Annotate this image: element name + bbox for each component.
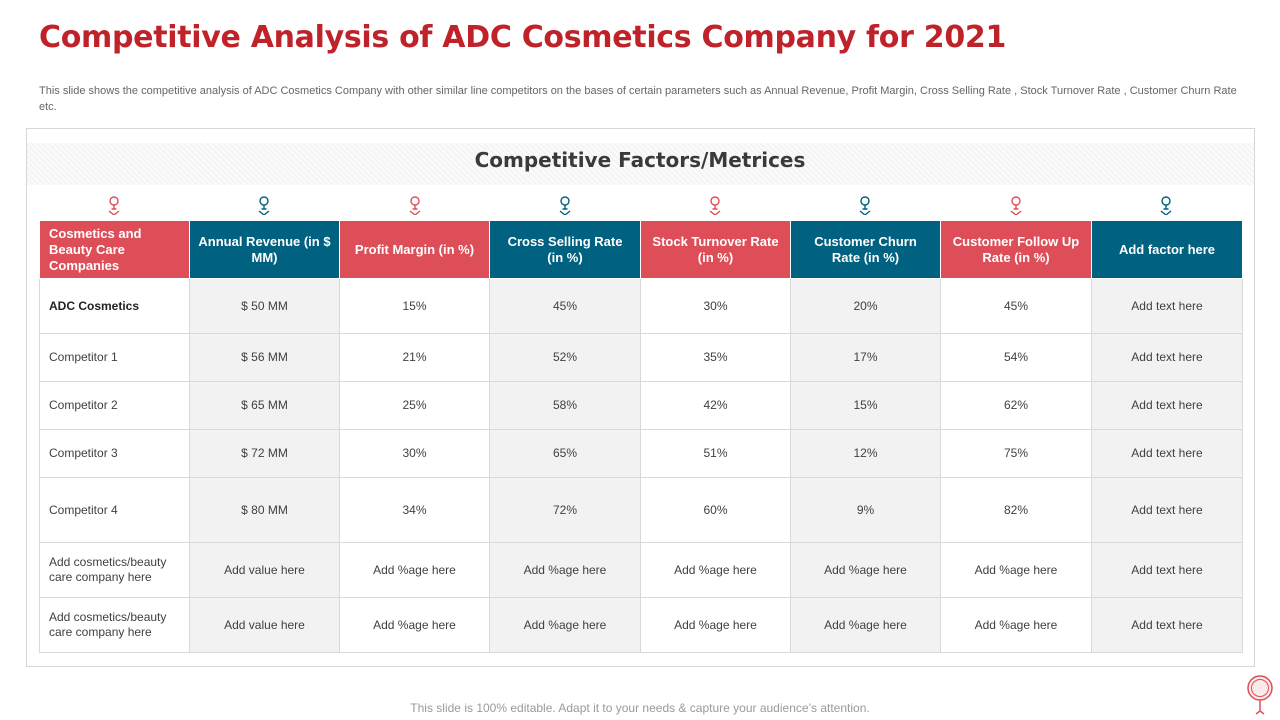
column-header: Add factor here [1091,220,1243,279]
column-header: Profit Margin (in %) [339,220,490,279]
table-cell: Add text here [1091,278,1243,334]
table-cell: Add text here [1091,381,1243,430]
table-cell: 51% [640,429,791,478]
table-cell: 20% [790,278,941,334]
table-cell: $ 50 MM [189,278,340,334]
table-cell: Add %age here [940,597,1092,653]
marker-female-icon [490,195,640,219]
table-cell: 65% [489,429,641,478]
table-cell: 82% [940,477,1092,543]
table-cell: Add %age here [640,542,791,598]
footer-note: This slide is 100% editable. Adapt it to… [410,701,870,715]
table-cell: 30% [640,278,791,334]
table-cell: 25% [339,381,490,430]
column-header: Stock Turnover Rate (in %) [640,220,791,279]
table-row: Competitor 3 $ 72 MM 30% 65% 51% 12% 75%… [39,429,1243,478]
column-header: Annual Revenue (in $ MM) [189,220,340,279]
table-cell: Add %age here [940,542,1092,598]
table-cell: 62% [940,381,1092,430]
table-cell: 17% [790,333,941,382]
table-cell: Competitor 2 [39,381,190,430]
table-cell: 58% [489,381,641,430]
marker-female-icon [340,195,490,219]
table-cell: Competitor 3 [39,429,190,478]
table-header-row: Cosmetics and Beauty Care Companies Annu… [39,220,1243,279]
column-markers [39,195,1241,219]
table-cell: $ 65 MM [189,381,340,430]
table-cell: Add %age here [790,542,941,598]
table-cell: Add %age here [640,597,791,653]
table-cell: Add value here [189,542,340,598]
table-cell: 12% [790,429,941,478]
marker-female-icon [941,195,1091,219]
table-cell: 72% [489,477,641,543]
column-header: Cross Selling Rate (in %) [489,220,641,279]
table-cell: ADC Cosmetics [39,278,190,334]
table-cell: Add %age here [489,597,641,653]
table-cell: Add cosmetics/beauty care company here [39,597,190,653]
marker-female-icon [790,195,940,219]
marker-female-icon [640,195,790,219]
table-cell: $ 72 MM [189,429,340,478]
marker-female-icon [189,195,339,219]
table-cell: 60% [640,477,791,543]
table-cell: 21% [339,333,490,382]
column-header: Cosmetics and Beauty Care Companies [39,220,190,279]
table-cell: Add %age here [339,542,490,598]
table-cell: $ 56 MM [189,333,340,382]
table-cell: Add %age here [339,597,490,653]
table-cell: Add %age here [790,597,941,653]
slide-title: Competitive Analysis of ADC Cosmetics Co… [39,20,1007,55]
table-cell: Competitor 4 [39,477,190,543]
table-cell: Add text here [1091,477,1243,543]
table-cell: Add text here [1091,542,1243,598]
table-row: Competitor 4 $ 80 MM 34% 72% 60% 9% 82% … [39,477,1243,543]
table-row: ADC Cosmetics $ 50 MM 15% 45% 30% 20% 45… [39,278,1243,334]
table-cell: 9% [790,477,941,543]
column-header: Customer Follow Up Rate (in %) [940,220,1092,279]
column-header: Customer Churn Rate (in %) [790,220,941,279]
table-cell: 15% [339,278,490,334]
table-cell: Add value here [189,597,340,653]
table-cell: Add cosmetics/beauty care company here [39,542,190,598]
table-cell: 15% [790,381,941,430]
slide-subtitle: This slide shows the competitive analysi… [39,85,1237,113]
marker-female-icon [1091,195,1241,219]
table-cell: Add text here [1091,597,1243,653]
panel-header-band [27,143,1254,185]
competitive-analysis-table: Cosmetics and Beauty Care Companies Annu… [39,220,1243,653]
mirror-icon [1247,675,1273,715]
table-cell: 35% [640,333,791,382]
table-cell: Add text here [1091,429,1243,478]
table-cell: 45% [940,278,1092,334]
table-cell: 75% [940,429,1092,478]
table-row: Competitor 1 $ 56 MM 21% 52% 35% 17% 54%… [39,333,1243,382]
table-cell: 42% [640,381,791,430]
marker-female-icon [39,195,189,219]
table-cell: 45% [489,278,641,334]
table-cell: Add %age here [489,542,641,598]
table-row: Competitor 2 $ 65 MM 25% 58% 42% 15% 62%… [39,381,1243,430]
table-row: Add cosmetics/beauty care company here A… [39,542,1243,598]
table-cell: 30% [339,429,490,478]
table-cell: 34% [339,477,490,543]
table-cell: Competitor 1 [39,333,190,382]
table-cell: 54% [940,333,1092,382]
table-cell: Add text here [1091,333,1243,382]
table-cell: 52% [489,333,641,382]
table-cell: $ 80 MM [189,477,340,543]
factors-title: Competitive Factors/Metrices [474,148,806,172]
table-row: Add cosmetics/beauty care company here A… [39,597,1243,653]
